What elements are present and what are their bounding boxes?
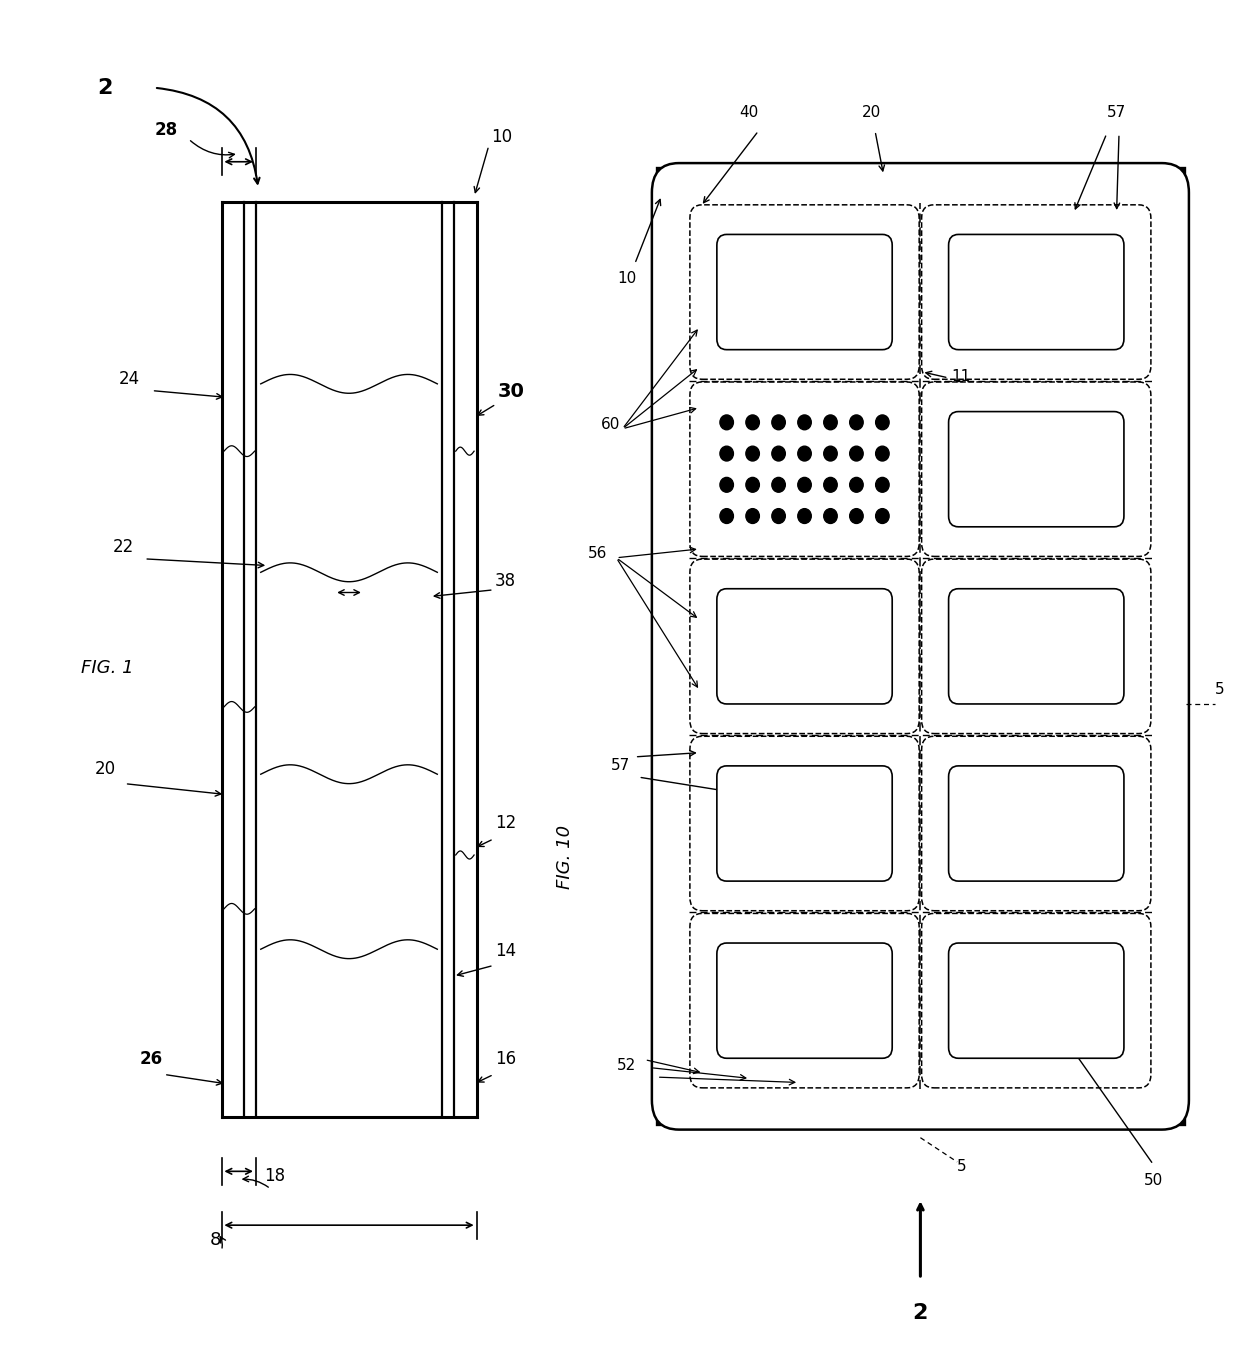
Circle shape [720,477,733,492]
FancyBboxPatch shape [949,942,1123,1058]
Circle shape [720,446,733,461]
Text: 20: 20 [94,760,115,778]
FancyBboxPatch shape [949,766,1123,881]
Text: 2: 2 [913,1303,928,1323]
FancyBboxPatch shape [949,412,1123,526]
Text: 14: 14 [495,942,516,960]
Circle shape [797,509,811,524]
Text: 57: 57 [610,759,630,774]
Circle shape [771,509,785,524]
Text: 38: 38 [495,571,516,590]
FancyBboxPatch shape [717,589,893,704]
FancyBboxPatch shape [949,589,1123,704]
Text: 56: 56 [588,545,608,560]
Circle shape [875,446,889,461]
Text: 16: 16 [495,1050,516,1068]
Text: 50: 50 [1143,1172,1163,1187]
Circle shape [746,477,759,492]
Circle shape [771,415,785,430]
Circle shape [849,415,863,430]
Circle shape [849,509,863,524]
Circle shape [823,446,837,461]
Circle shape [797,415,811,430]
Text: 10: 10 [618,271,637,286]
FancyBboxPatch shape [652,163,1189,1130]
Text: 24: 24 [119,370,140,388]
Text: 5: 5 [1215,683,1224,698]
Circle shape [720,509,733,524]
Text: 11: 11 [951,369,971,384]
Circle shape [875,477,889,492]
Text: 30: 30 [497,382,525,401]
FancyBboxPatch shape [717,766,893,881]
Text: 52: 52 [616,1058,636,1073]
Circle shape [849,477,863,492]
Circle shape [746,415,759,430]
Text: 28: 28 [155,121,177,139]
Circle shape [875,415,889,430]
Circle shape [797,477,811,492]
Text: FIG. 10: FIG. 10 [556,824,574,888]
Circle shape [771,477,785,492]
Circle shape [823,509,837,524]
Circle shape [771,446,785,461]
Text: 8: 8 [210,1231,221,1250]
Circle shape [720,415,733,430]
FancyBboxPatch shape [717,942,893,1058]
Circle shape [746,446,759,461]
Circle shape [875,509,889,524]
Text: 5: 5 [957,1159,967,1174]
Text: 12: 12 [495,815,516,832]
FancyBboxPatch shape [717,234,893,350]
Text: FIG. 1: FIG. 1 [81,660,133,677]
Text: 40: 40 [739,105,759,120]
Text: 60: 60 [600,416,620,432]
Text: 18: 18 [264,1167,285,1185]
Text: 57: 57 [1107,105,1126,120]
Text: 10: 10 [491,128,512,146]
Text: 2: 2 [98,78,113,98]
Text: 20: 20 [862,105,880,120]
Circle shape [823,477,837,492]
Circle shape [823,415,837,430]
FancyBboxPatch shape [949,234,1123,350]
Circle shape [797,446,811,461]
Bar [657,169,1184,1125]
Circle shape [849,446,863,461]
Text: 22: 22 [113,539,134,556]
Text: 26: 26 [140,1050,164,1068]
Circle shape [746,509,759,524]
